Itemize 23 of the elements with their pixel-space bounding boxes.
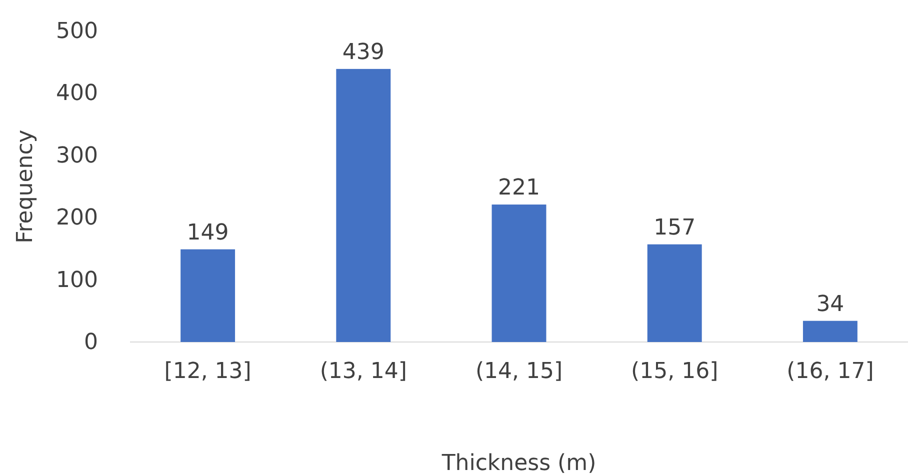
data-label: 439 (342, 40, 384, 65)
bar (802, 320, 858, 342)
x-axis-title: Thickness (m) (440, 451, 596, 476)
data-label: 157 (654, 215, 696, 240)
y-axis-title: Frequency (13, 130, 38, 244)
y-tick-label: 400 (56, 81, 98, 106)
y-tick-label: 500 (56, 19, 98, 44)
bar (180, 249, 236, 342)
y-tick-label: 200 (56, 206, 98, 231)
y-tick-label: 0 (84, 330, 98, 356)
data-label: 221 (498, 176, 540, 201)
y-tick-label: 100 (56, 268, 98, 293)
data-label: 149 (186, 220, 229, 246)
x-tick-label: (16, 17] (786, 359, 874, 384)
bar (647, 244, 702, 342)
bar (492, 204, 546, 342)
x-tick-label: (13, 14] (320, 359, 407, 384)
y-tick-label: 300 (56, 143, 98, 168)
data-label: 34 (816, 292, 844, 317)
x-tick-label: (14, 15] (475, 359, 563, 384)
bar (336, 68, 391, 342)
x-tick-label: (15, 16] (631, 359, 718, 384)
x-tick-label: [12, 13] (164, 359, 252, 384)
